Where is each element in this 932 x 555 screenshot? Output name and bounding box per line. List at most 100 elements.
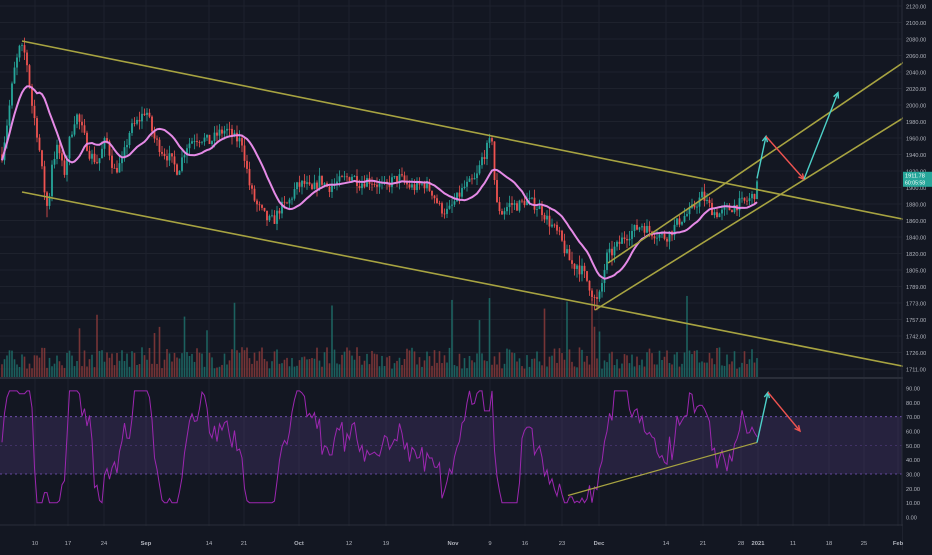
candle-body bbox=[566, 249, 568, 254]
volume-bar bbox=[621, 363, 623, 377]
candle-body bbox=[528, 197, 531, 199]
volume-bar bbox=[396, 360, 398, 377]
volume-bar bbox=[401, 364, 403, 377]
time-tick-label: 28 bbox=[738, 541, 744, 547]
price-tick-label: 1880.00 bbox=[906, 203, 926, 209]
candle-body bbox=[51, 164, 53, 197]
candle-body bbox=[578, 265, 581, 275]
candle-body bbox=[28, 65, 31, 87]
candle-body bbox=[613, 246, 616, 256]
candle-body bbox=[656, 237, 658, 239]
rsi-projection-arrow-up[interactable] bbox=[756, 392, 769, 443]
volume-bar bbox=[206, 330, 208, 377]
candle-body bbox=[331, 185, 333, 192]
time-tick-label: 24 bbox=[101, 541, 108, 547]
volume-bar bbox=[6, 355, 8, 377]
time-tick-label: 23 bbox=[559, 541, 565, 547]
volume-bar bbox=[501, 368, 503, 377]
volume-bar bbox=[193, 361, 196, 377]
rsi-trendline[interactable] bbox=[567, 441, 758, 497]
candle-body bbox=[151, 116, 153, 132]
candle-body bbox=[741, 197, 743, 199]
candle-body bbox=[548, 215, 551, 227]
volume-bar bbox=[273, 351, 276, 377]
time-tick-label: 21 bbox=[241, 541, 247, 547]
candle-body bbox=[251, 185, 253, 189]
volume-bar bbox=[668, 362, 671, 377]
candle-body bbox=[181, 157, 183, 171]
candle-body bbox=[541, 206, 543, 216]
candle-body bbox=[413, 184, 416, 191]
volume-bar bbox=[268, 368, 271, 377]
projection-arrow-up-2[interactable] bbox=[803, 92, 839, 180]
volume-bar bbox=[293, 366, 296, 377]
volume-bar bbox=[503, 363, 506, 377]
rising-channel-lower-trendline[interactable] bbox=[594, 99, 932, 311]
candle-body bbox=[391, 177, 393, 187]
volume-bar bbox=[148, 347, 151, 377]
volume-bar bbox=[226, 364, 228, 377]
volume-bar bbox=[706, 362, 708, 377]
candle-body bbox=[571, 260, 573, 264]
volume-bar bbox=[13, 359, 16, 377]
volume-bar bbox=[378, 366, 381, 377]
price-tick-label: 2020.00 bbox=[906, 87, 926, 93]
volume-bar bbox=[151, 363, 153, 377]
rsi-tick-label: 30.00 bbox=[906, 473, 920, 479]
volume-bar bbox=[163, 359, 166, 377]
volume-bar bbox=[701, 361, 703, 377]
volume-bar bbox=[11, 350, 13, 377]
volume-bar bbox=[136, 364, 138, 377]
rsi-projection-arrow-down[interactable] bbox=[767, 391, 801, 432]
candle-body bbox=[481, 157, 483, 166]
candle-body bbox=[248, 168, 251, 186]
projection-arrow-down[interactable] bbox=[765, 135, 805, 180]
volume-bar bbox=[718, 347, 721, 377]
candle-body bbox=[448, 205, 451, 209]
volume-bar bbox=[233, 302, 236, 377]
rsi-line bbox=[1, 390, 758, 504]
candle-body bbox=[221, 129, 223, 134]
volume-bar bbox=[113, 365, 116, 377]
volume-bar bbox=[508, 349, 511, 377]
time-tick-label: 18 bbox=[826, 541, 832, 547]
projection-arrow-up-1[interactable] bbox=[756, 136, 767, 179]
volume-bar bbox=[383, 366, 386, 377]
volume-bar bbox=[281, 363, 283, 377]
volume-bar bbox=[48, 357, 51, 377]
candle-body bbox=[498, 202, 501, 212]
candle-body bbox=[683, 215, 686, 222]
volume-bar bbox=[433, 350, 436, 377]
time-axis[interactable] bbox=[0, 526, 902, 550]
time-tick-label: 10 bbox=[32, 541, 38, 547]
volume-bar bbox=[318, 360, 321, 377]
candle-body bbox=[681, 221, 683, 225]
candle-body bbox=[236, 132, 238, 142]
volume-bar bbox=[708, 352, 711, 377]
volume-bar bbox=[611, 351, 613, 377]
candle-body bbox=[583, 265, 586, 272]
price-axis[interactable] bbox=[903, 0, 932, 550]
candle-body bbox=[131, 123, 133, 133]
candle-body bbox=[598, 291, 601, 299]
volume-bar bbox=[83, 350, 86, 377]
volume-bar bbox=[313, 358, 316, 377]
candle-body bbox=[451, 204, 453, 206]
rising-channel-upper-trendline[interactable] bbox=[607, 42, 932, 264]
candle-body bbox=[653, 236, 656, 239]
volume-bar bbox=[218, 366, 221, 377]
candle-body bbox=[491, 138, 493, 142]
volume-bar bbox=[181, 353, 183, 377]
candle-body bbox=[688, 207, 691, 215]
volume-bar bbox=[78, 328, 81, 377]
volume-bar bbox=[461, 368, 463, 377]
candle-body bbox=[138, 119, 141, 122]
price-tick-label: 1805.00 bbox=[906, 269, 926, 275]
volume-bar bbox=[526, 355, 528, 377]
falling-channel-lower-trendline[interactable] bbox=[21, 191, 932, 373]
candle-body bbox=[196, 141, 198, 143]
volume-bar bbox=[738, 367, 741, 377]
rsi-tick-label: 20.00 bbox=[906, 487, 920, 493]
